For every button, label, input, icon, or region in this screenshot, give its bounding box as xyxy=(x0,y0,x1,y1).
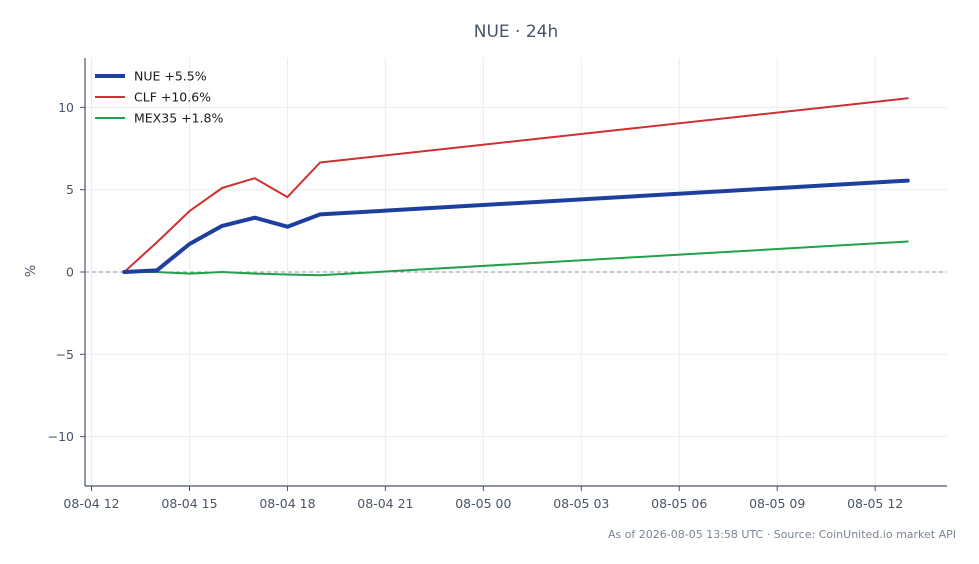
x-tick-label: 08-05 00 xyxy=(455,496,511,511)
series-group xyxy=(122,97,910,277)
legend: NUE +5.5% CLF +10.6% MEX35 +1.8% xyxy=(95,69,223,126)
y-tick-label: 10 xyxy=(58,100,74,115)
series-line-mex35 xyxy=(123,240,909,277)
legend-label: CLF +10.6% xyxy=(134,90,211,105)
x-tick-label: 08-04 18 xyxy=(259,496,315,511)
series-line-nue xyxy=(122,178,910,274)
y-ticks: 10 5 0 −5 −10 xyxy=(48,100,85,444)
legend-label: NUE +5.5% xyxy=(134,69,207,84)
y-axis-label: % xyxy=(24,265,39,277)
y-tick-label: 0 xyxy=(66,265,74,280)
legend-label: MEX35 +1.8% xyxy=(134,111,223,126)
series-line-clf xyxy=(123,97,909,273)
x-tick-label: 08-05 03 xyxy=(553,496,609,511)
x-tick-label: 08-05 09 xyxy=(749,496,805,511)
x-ticks: 08-04 12 08-04 15 08-04 18 08-04 21 08-05 00… xyxy=(63,486,903,511)
x-tick-label: 08-04 15 xyxy=(161,496,217,511)
x-tick-label: 08-04 12 xyxy=(63,496,119,511)
chart-title: NUE · 24h xyxy=(474,22,559,42)
y-tick-label: −5 xyxy=(56,347,74,362)
x-tick-label: 08-05 12 xyxy=(847,496,903,511)
y-tick-label: −10 xyxy=(48,429,74,444)
x-tick-label: 08-05 06 xyxy=(651,496,707,511)
y-tick-label: 5 xyxy=(66,182,74,197)
footer-note: As of 2026-08-05 13:58 UTC · Source: Coi… xyxy=(608,528,956,541)
x-tick-label: 08-04 21 xyxy=(357,496,413,511)
